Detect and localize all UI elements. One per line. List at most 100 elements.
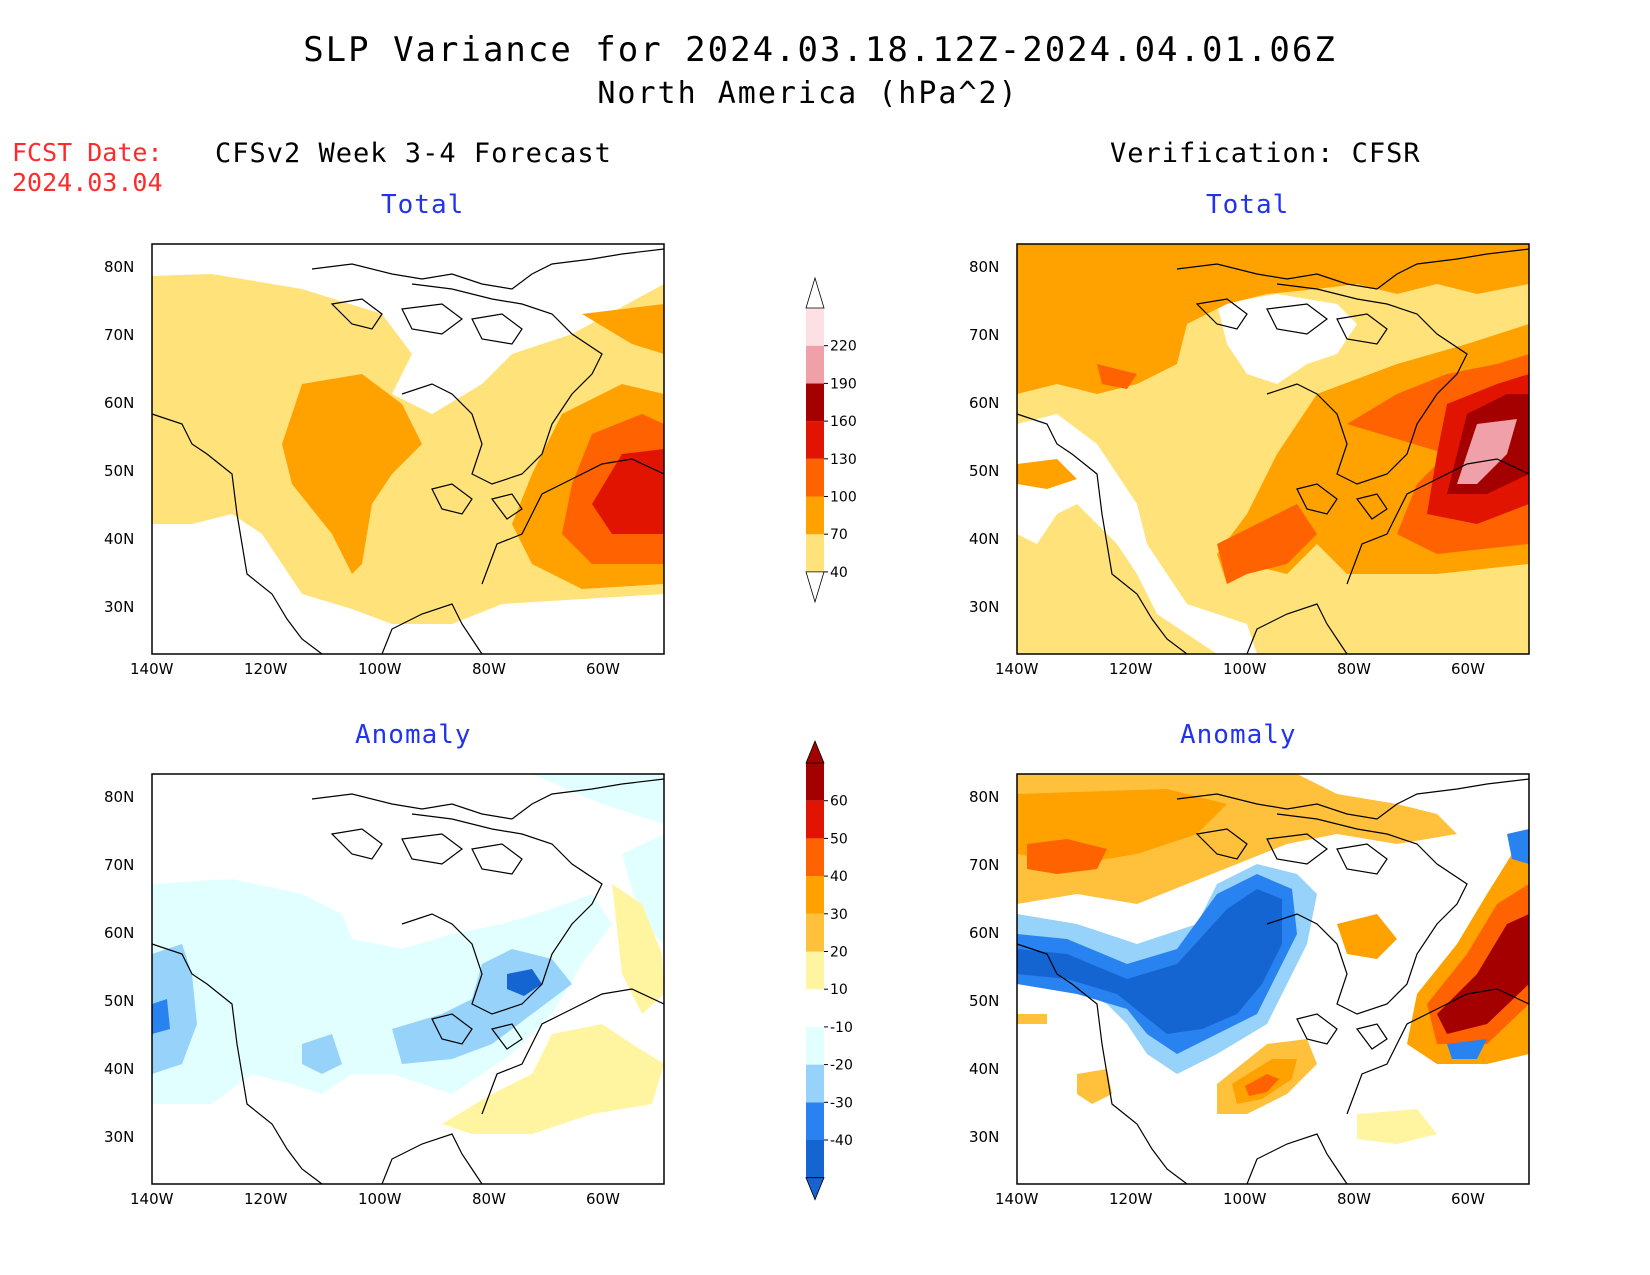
colorbar-segment <box>806 308 824 346</box>
colorbar-segment <box>806 876 824 914</box>
lat-label: 70N <box>104 856 134 874</box>
forecast-date-value: 2024.03.04 <box>12 168 163 197</box>
lon-label: 80W <box>1337 660 1371 678</box>
total-colorbar: 40 70 100 130 160 190 220 <box>805 276 857 604</box>
lon-label: 140W <box>995 1190 1039 1208</box>
lat-label: 40N <box>104 530 134 548</box>
colorbar-label: 20 <box>830 945 848 961</box>
lon-label: 120W <box>1109 1190 1153 1208</box>
lat-label: 80N <box>104 258 134 276</box>
colorbar-segment <box>806 913 824 952</box>
colorbar-segment <box>806 989 824 1027</box>
lon-label: 60W <box>586 1190 620 1208</box>
lat-label: 50N <box>104 462 134 480</box>
colorbar-segment <box>806 951 824 990</box>
colorbar-label: 70 <box>830 527 848 543</box>
colorbar-segment <box>806 1102 824 1140</box>
lat-label: 50N <box>969 462 999 480</box>
colorbar-label: 100 <box>830 490 857 506</box>
lat-label: 40N <box>969 530 999 548</box>
colorbar-label: -40 <box>830 1133 853 1149</box>
lon-label: 140W <box>995 660 1039 678</box>
lon-label: 80W <box>1337 1190 1371 1208</box>
colorbar-label: 130 <box>830 452 857 468</box>
colorbar-bottom-arrow <box>805 1177 825 1201</box>
lat-label: 40N <box>969 1060 999 1078</box>
colorbar-segment <box>806 1140 824 1178</box>
lon-label: 100W <box>358 1190 402 1208</box>
verification-anomaly-label: Anomaly <box>1180 720 1297 750</box>
lat-label: 60N <box>104 924 134 942</box>
colorbar-bottom-arrow <box>805 571 825 604</box>
colorbar-label: 160 <box>830 414 857 430</box>
lon-label: 120W <box>244 1190 288 1208</box>
colorbar-label: 190 <box>830 376 857 392</box>
forecast-total-label: Total <box>381 190 465 220</box>
colorbar-segment <box>806 534 824 572</box>
lat-label: 30N <box>969 598 999 616</box>
lat-label: 80N <box>969 788 999 806</box>
lat-label: 40N <box>104 1060 134 1078</box>
lon-label: 60W <box>586 660 620 678</box>
lat-label: 60N <box>969 924 999 942</box>
forecast-anomaly-map: 80N 70N 60N 50N 40N 30N 140W 120W 100W 8… <box>104 773 665 1208</box>
colorbar-segment <box>806 421 824 459</box>
colorbar-segment <box>806 763 824 801</box>
lat-label: 50N <box>104 992 134 1010</box>
colorbar-label: 10 <box>830 982 848 998</box>
colorbar-segment <box>806 345 824 384</box>
forecast-column-title: CFSv2 Week 3-4 Forecast <box>215 138 612 169</box>
colorbar-segment <box>806 496 824 535</box>
lon-label: 140W <box>130 660 174 678</box>
forecast-date-block: FCST Date: 2024.03.04 <box>12 138 163 198</box>
lat-label: 60N <box>969 394 999 412</box>
colorbar-label: 40 <box>830 869 848 885</box>
verification-total-map: 80N 70N 60N 50N 40N 30N 140W 120W 100W 8… <box>969 243 1530 678</box>
lat-label: 80N <box>969 258 999 276</box>
colorbar-label: -10 <box>830 1020 853 1036</box>
colorbar-label: 60 <box>830 794 848 810</box>
lon-label: 120W <box>244 660 288 678</box>
verification-total-label: Total <box>1206 190 1290 220</box>
lat-label: 30N <box>969 1128 999 1146</box>
page-subtitle: North America (hPa^2) <box>597 76 1019 111</box>
lon-label: 100W <box>358 660 402 678</box>
verification-anomaly-map: 80N 70N 60N 50N 40N 30N 140W 120W 100W 8… <box>969 773 1530 1208</box>
colorbar-label: 220 <box>830 339 857 355</box>
anomaly-colorbar: -40 -30 -20 -10 10 20 30 40 50 60 <box>805 739 853 1201</box>
colorbar-segment <box>806 838 824 877</box>
lat-label: 50N <box>969 992 999 1010</box>
lon-label: 100W <box>1223 1190 1267 1208</box>
lon-label: 80W <box>472 1190 506 1208</box>
colorbar-segment <box>806 1064 824 1103</box>
colorbar-label: 50 <box>830 831 848 847</box>
colorbar-label: -20 <box>830 1058 853 1074</box>
lat-label: 60N <box>104 394 134 412</box>
colorbar-segment <box>806 458 824 497</box>
lon-label: 100W <box>1223 660 1267 678</box>
lon-label: 60W <box>1451 1190 1485 1208</box>
lon-label: 120W <box>1109 660 1153 678</box>
colorbar-label: 30 <box>830 907 848 923</box>
verification-column-title: Verification: CFSR <box>1110 138 1421 169</box>
lat-label: 30N <box>104 1128 134 1146</box>
lon-label: 140W <box>130 1190 174 1208</box>
colorbar-segment <box>806 383 824 422</box>
colorbar-label: -30 <box>830 1095 853 1111</box>
forecast-total-map: 80N 70N 60N 50N 40N 30N 140W 120W 100W 8… <box>104 243 665 678</box>
colorbar-top-arrow <box>805 739 825 764</box>
page-title: SLP Variance for 2024.03.18.12Z-2024.04.… <box>303 30 1337 70</box>
lon-label: 80W <box>472 660 506 678</box>
colorbar-top-arrow <box>805 276 825 309</box>
lat-label: 70N <box>104 326 134 344</box>
colorbar-label: 40 <box>830 565 848 581</box>
lat-label: 70N <box>969 856 999 874</box>
colorbar-segment <box>806 800 824 839</box>
forecast-date-label: FCST Date: <box>12 138 163 167</box>
lat-label: 30N <box>104 598 134 616</box>
colorbar-segment <box>806 1026 824 1065</box>
lon-label: 60W <box>1451 660 1485 678</box>
forecast-anomaly-label: Anomaly <box>355 720 472 750</box>
lat-label: 80N <box>104 788 134 806</box>
lat-label: 70N <box>969 326 999 344</box>
